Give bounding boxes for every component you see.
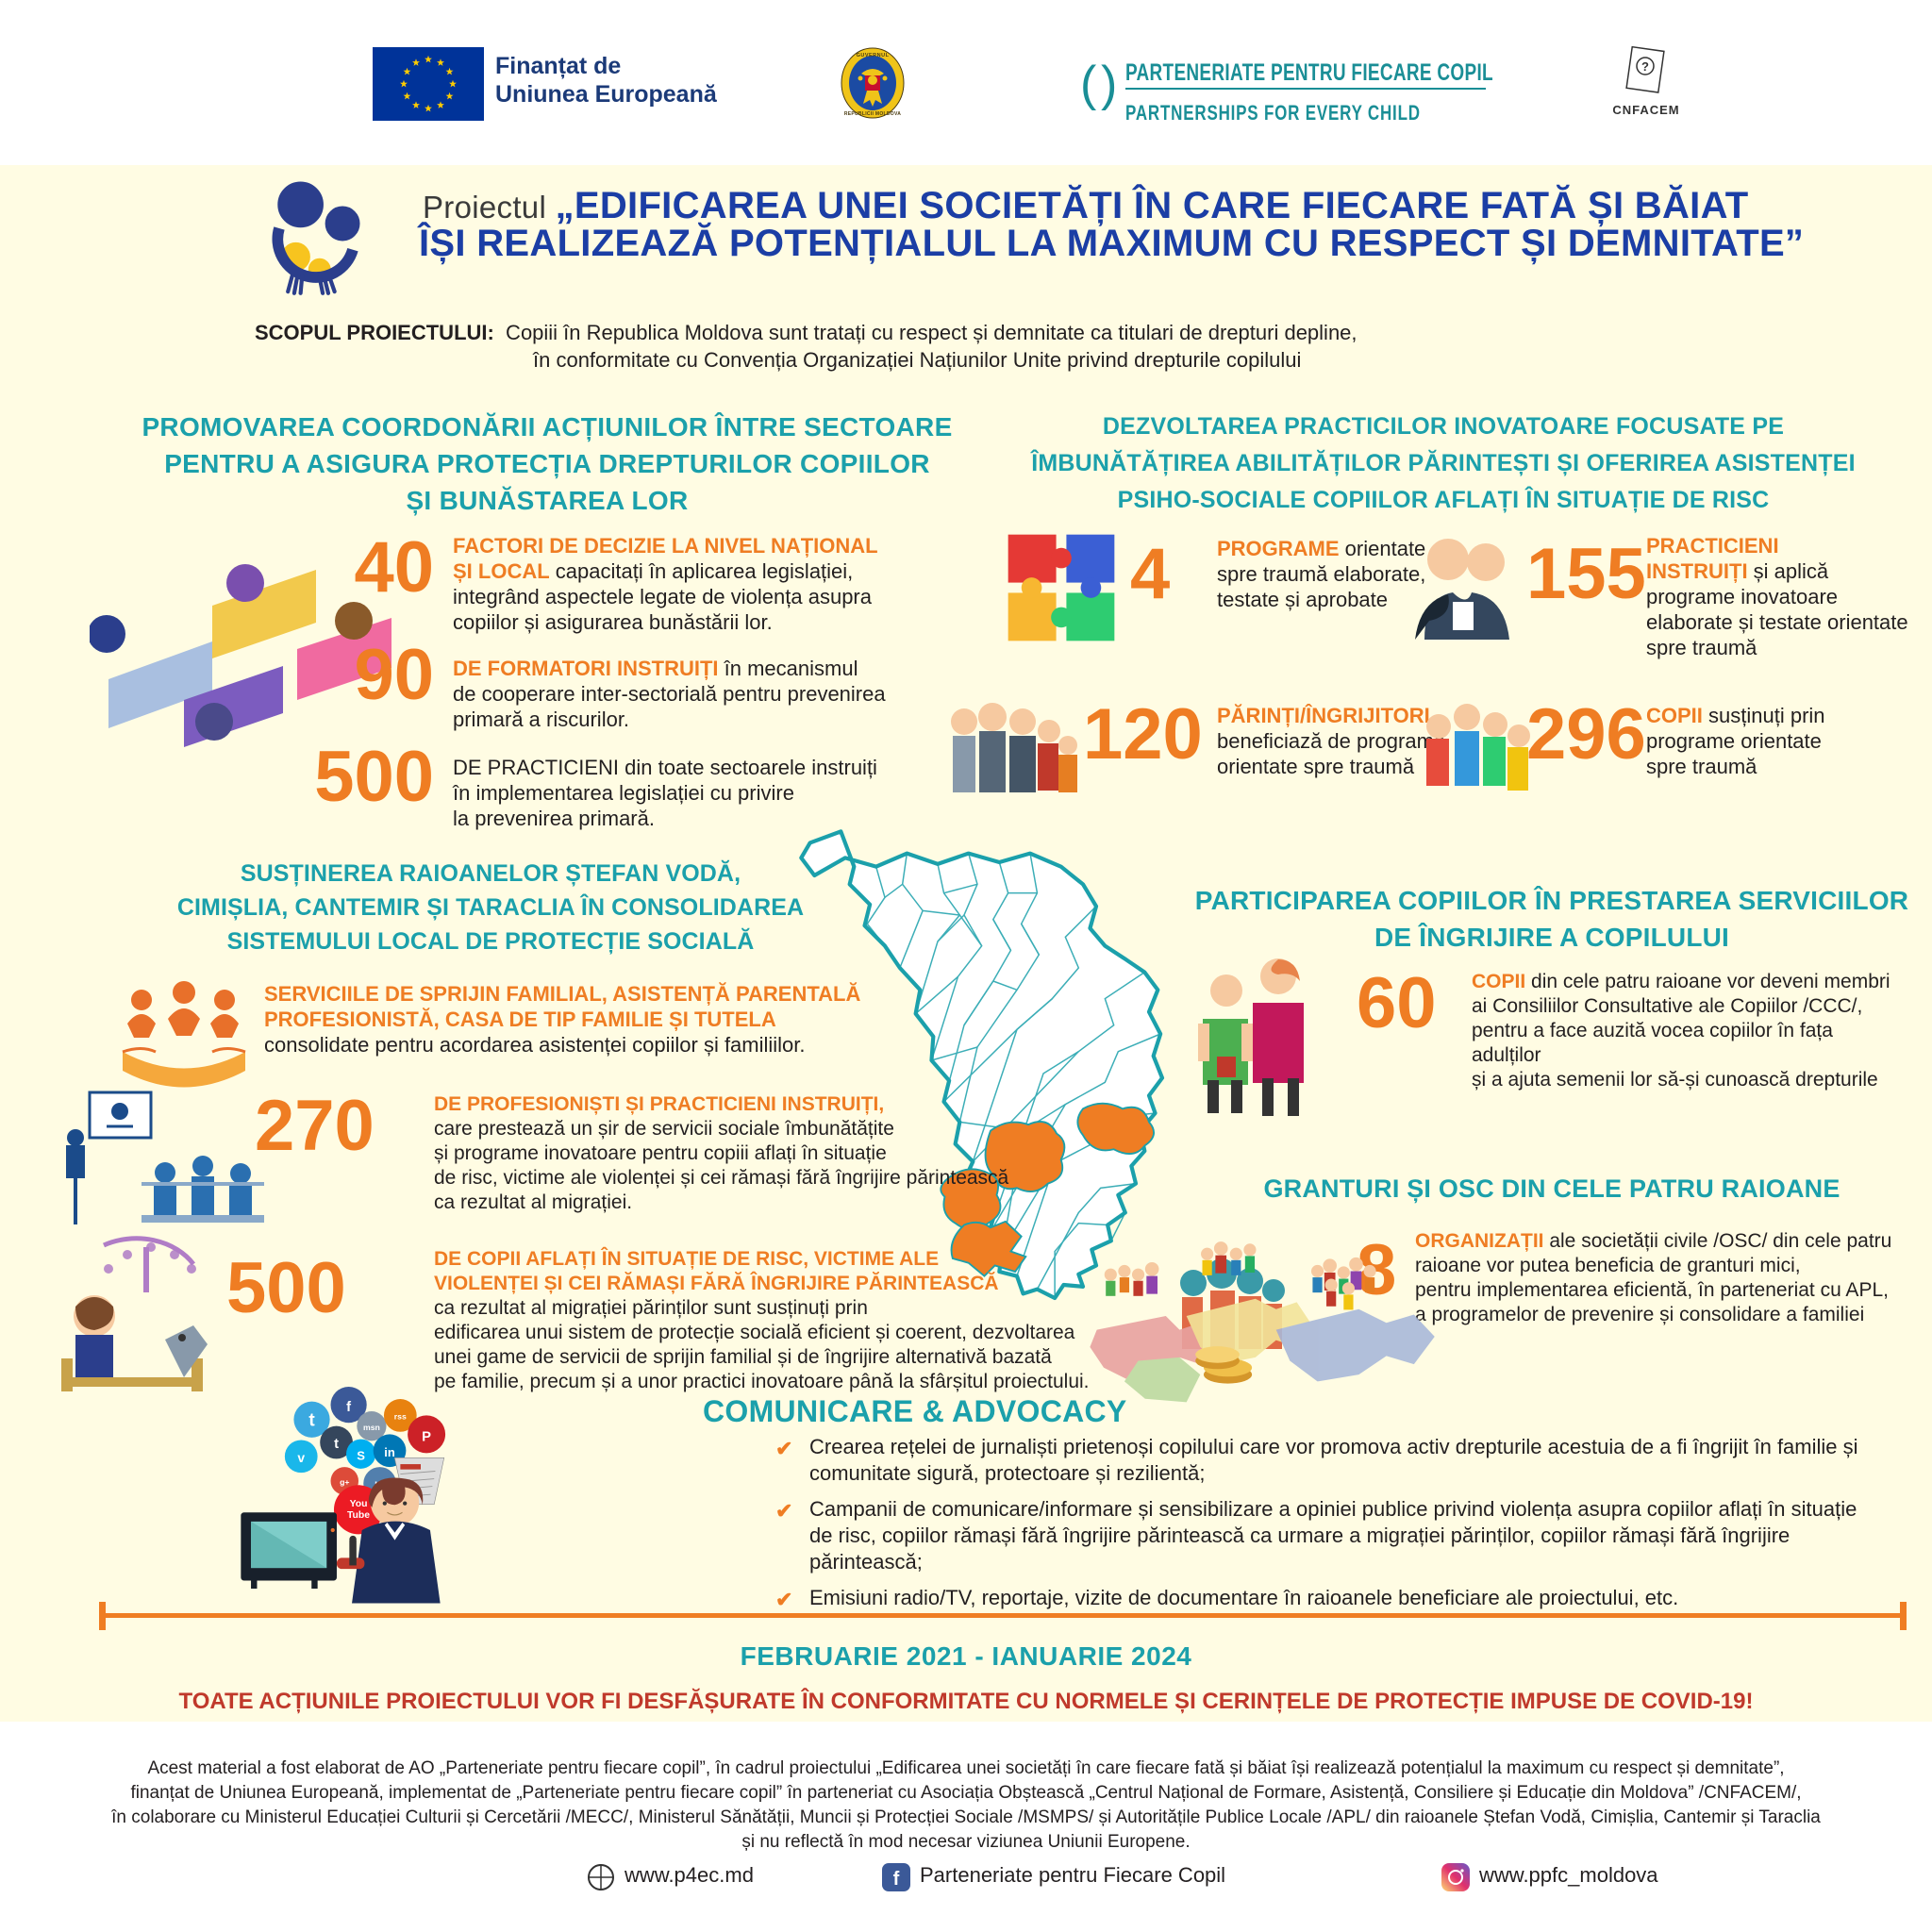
svg-text:P: P	[422, 1429, 431, 1444]
svg-text:REPUBLICII MOLDOVA: REPUBLICII MOLDOVA	[844, 111, 901, 117]
svg-text:GUVERNUL: GUVERNUL	[857, 53, 890, 58]
svg-text:(: (	[1080, 57, 1097, 111]
svg-text:msn: msn	[363, 1423, 380, 1432]
svg-text:S: S	[357, 1448, 365, 1462]
svg-text:f: f	[346, 1400, 351, 1415]
svg-text:PARTENERIATE PENTRU FIECARE CO: PARTENERIATE PENTRU FIECARE COPIL	[1125, 59, 1493, 86]
svg-text:v: v	[297, 1450, 305, 1465]
svg-text:?: ?	[1641, 59, 1649, 74]
svg-text:t: t	[334, 1437, 339, 1452]
svg-text:PARTNERSHIPS FOR EVERY CHILD: PARTNERSHIPS FOR EVERY CHILD	[1125, 102, 1421, 125]
svg-text:): )	[1101, 57, 1117, 111]
svg-text:rss: rss	[394, 1412, 407, 1422]
svg-text:t: t	[308, 1411, 315, 1431]
svg-text:f: f	[893, 1869, 900, 1890]
